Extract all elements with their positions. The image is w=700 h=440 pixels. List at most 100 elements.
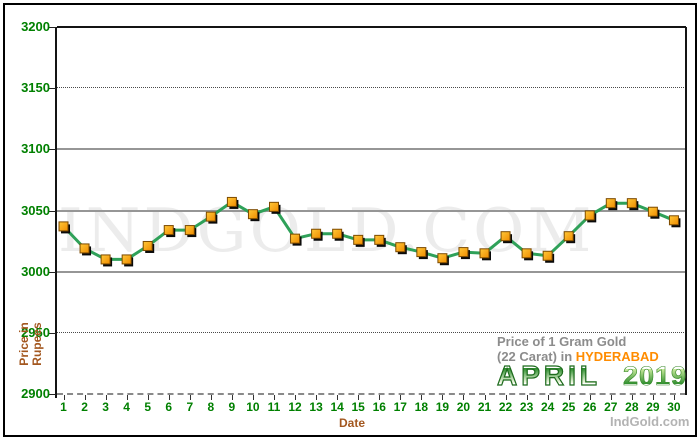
x-tick [421,395,423,400]
y-tick [48,210,56,212]
x-tick-label: 8 [207,400,215,414]
x-tick [568,395,570,400]
caption-month-row: APRIL 2019 [496,360,689,391]
x-tick [105,395,107,400]
x-tick [526,395,528,400]
x-tick-label: 3 [102,400,109,414]
x-tick [379,395,381,400]
x-tick [84,395,86,400]
x-tick-label: 18 [414,400,429,414]
x-tick-label: 20 [456,400,471,414]
indgold-brand: IndGold.com [610,414,690,429]
y-tick [48,271,56,273]
x-tick [63,395,65,400]
x-tick [631,395,633,400]
x-tick-label: 5 [144,400,152,414]
x-tick-label: 21 [477,400,492,414]
x-tick-label: 28 [625,400,639,414]
x-tick-label: 14 [330,400,344,414]
gridline-3100 [57,148,686,151]
x-tick-label: 7 [186,400,194,414]
x-tick [400,395,402,400]
data-point-day-3 [100,254,111,265]
data-point-day-15 [353,234,364,245]
data-point-day-2 [79,243,90,254]
x-tick [316,395,318,400]
data-point-day-21 [479,248,490,259]
x-tick-label: 2 [81,400,88,414]
y-tick-label: 2900 [21,386,50,401]
x-tick-label: 25 [562,400,576,414]
data-point-day-26 [584,210,595,221]
x-tick-label: 16 [372,400,386,414]
data-point-day-9 [226,196,237,207]
caption-city: HYDERABAD [575,349,659,364]
data-point-day-23 [521,248,532,259]
y-tick-label: 3200 [21,19,50,34]
data-point-day-16 [374,234,385,245]
data-point-day-1 [58,221,69,232]
data-point-day-6 [163,225,174,236]
x-tick [168,395,170,400]
x-tick-label: 23 [519,400,534,414]
x-tick [442,395,444,400]
x-tick [274,395,275,400]
chart-caption: Price of 1 Gram Gold (22 Carat) in HYDER… [496,334,689,391]
x-tick [673,395,675,400]
x-tick-label: 6 [165,400,173,414]
x-tick-label: 11 [267,400,281,414]
x-tick [210,395,212,400]
gridline-3050 [57,209,686,212]
caption-line2: (22 Carat) in HYDERABAD [497,349,689,364]
x-tick [358,395,360,400]
x-tick-label: 12 [288,400,302,414]
x-tick-label: 26 [583,400,597,414]
x-tick-label: 19 [435,400,450,414]
y-axis-line [55,27,57,398]
data-point-day-19 [437,253,448,264]
caption-year: 2019 [623,361,688,391]
data-point-day-29 [647,206,658,217]
x-tick [252,395,254,400]
y-tick-label: 2950 [21,324,50,340]
gridline-3000 [57,270,686,273]
x-tick-label: 13 [309,400,323,414]
plot-right-border [685,27,687,395]
x-tick-label: 10 [246,400,260,414]
gridline-2900 [57,393,686,395]
data-point-day-28 [626,198,637,209]
data-point-day-22 [500,231,511,242]
x-tick [652,395,654,400]
x-tick-label: 27 [604,400,618,414]
gridline-2950 [57,331,686,333]
data-point-day-10 [247,209,258,220]
indgold-watermark: INDGOLD.COM [58,196,595,266]
y-tick-label: 3000 [21,263,50,279]
data-point-day-11 [269,201,279,212]
x-tick [295,395,297,400]
caption-carat: (22 Carat) in [497,349,576,364]
x-tick [547,395,549,400]
x-tick-label: 4 [123,400,130,414]
x-tick-label: 9 [228,400,236,414]
y-tick-label: 3150 [21,80,50,96]
price-line [62,200,675,261]
x-tick [337,395,339,400]
y-tick-label: 3050 [21,202,50,218]
caption-line1: Price of 1 Gram Gold [497,334,627,349]
x-tick [231,395,233,400]
data-point-day-5 [142,240,153,251]
data-point-day-8 [205,211,216,222]
data-point-day-4 [121,254,132,265]
x-axis-title: Date [338,416,365,430]
caption-month: APRIL [496,360,601,391]
data-point-day-30 [668,215,679,226]
x-tick [484,395,486,400]
data-point-day-20 [458,247,469,258]
x-tick [147,395,149,400]
x-tick-label: 29 [646,400,660,414]
x-tick-label: 1 [60,400,67,414]
x-tick-label: 17 [393,400,407,414]
x-tick [505,395,507,400]
y-tick [48,88,56,90]
